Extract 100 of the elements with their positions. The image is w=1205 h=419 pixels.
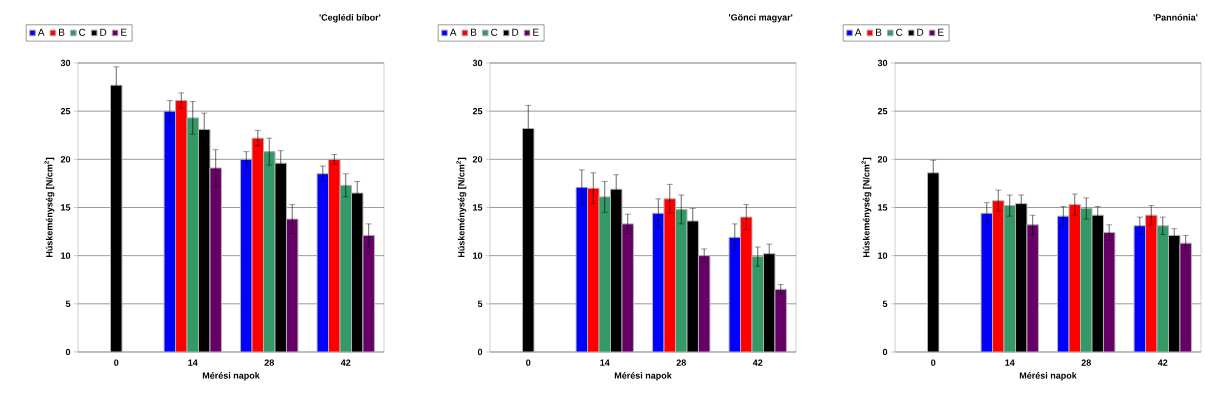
x-tick-label: 14 [600,359,610,366]
bar [697,255,711,352]
legend-label: C [896,28,903,36]
bar [263,151,276,352]
bar [1091,214,1104,352]
y-axis-title: Húskeménység [N/cm$^{2}$] [44,157,55,258]
bar [1133,225,1147,352]
bar [587,187,600,352]
bar [1014,203,1028,352]
bar [339,184,352,352]
bar [663,198,677,352]
bar [328,158,341,352]
bar [686,220,699,352]
x-tick-label: 42 [752,359,763,366]
bar [675,208,688,352]
legend-label: D [100,28,107,36]
y-tick-label: 25 [472,107,483,115]
bar [621,223,634,352]
bar [240,158,253,352]
bar [163,110,177,352]
legend-label: A [854,28,862,36]
y-tick-label: 5 [477,300,483,307]
bar [1167,234,1181,352]
y-tick-label: 30 [877,59,888,67]
bar [198,128,211,352]
y-tick-label: 15 [61,204,71,211]
y-tick-label: 15 [878,204,888,211]
y-tick-label: 30 [472,59,483,67]
x-tick-label: 28 [264,359,274,366]
bar [285,218,299,352]
y-axis-title: Húskeménység [N/cm$^{2}$] [456,157,467,258]
bar [1156,225,1169,352]
bar [992,200,1005,352]
legend-label: B [59,28,65,36]
bar [740,216,753,352]
bar [1003,205,1016,352]
y-tick-label: 10 [878,252,888,259]
bar [980,212,994,352]
y-tick-label: 30 [60,59,71,67]
legend-label: D [512,28,519,36]
y-tick-label: 15 [473,204,483,211]
x-tick-label: 42 [1157,359,1168,366]
bar [1179,242,1192,352]
y-tick-label: 10 [61,252,71,259]
legend-label: B [471,28,477,36]
bar [652,212,665,352]
y-tick-label: 20 [472,156,483,163]
x-axis-title: Mérési napok [614,372,672,381]
y-tick-label: 0 [882,348,888,356]
bar [1068,204,1082,352]
y-tick-label: 5 [882,300,888,307]
legend-label: D [917,28,924,36]
bar [209,167,222,352]
y-axis-title: Húskeménység [N/cm$^{2}$] [861,157,872,258]
bar [1080,207,1093,352]
legend-label: B [876,28,882,36]
bar [316,173,330,352]
x-tick-label: 0 [526,359,531,366]
bar [351,192,364,352]
bar [751,256,764,352]
chart-title: 'Ceglédi bíbor' [319,13,381,23]
legend-label: E [121,28,127,36]
bar [362,234,375,352]
bar [774,288,787,352]
x-axis-title: Mérési napok [202,372,260,381]
x-tick-label: 42 [340,359,351,366]
legend-label: C [79,28,86,36]
bar [728,236,742,352]
x-tick-label: 28 [1081,359,1091,366]
bar [186,117,199,352]
y-tick-label: 25 [60,107,71,115]
bar [1057,215,1070,352]
chart-title: 'Gönci magyar' [728,13,793,23]
y-tick-label: 5 [65,300,71,307]
x-tick-label: 0 [931,359,936,366]
bar [1026,224,1039,352]
bar [175,100,188,352]
y-tick-label: 20 [877,156,888,163]
bar [609,188,623,352]
chart-title: 'Pannónia' [1153,13,1198,21]
y-tick-label: 20 [60,156,71,163]
x-tick-label: 14 [1005,359,1015,366]
x-axis-title: Mérési napok [1019,372,1077,381]
bar [575,186,589,352]
y-tick-label: 0 [477,348,483,356]
bar [1145,214,1158,352]
legend-label: A [37,28,45,36]
bar [1102,232,1116,352]
bar [251,137,265,352]
x-tick-label: 0 [114,359,119,366]
x-tick-label: 14 [188,359,198,366]
y-tick-label: 0 [65,348,71,356]
x-tick-label: 28 [676,359,686,366]
y-tick-label: 25 [877,107,888,115]
legend-label: E [533,28,539,36]
y-tick-label: 10 [473,252,483,259]
legend-label: A [449,28,457,36]
bar [598,196,611,352]
legend-label: E [938,28,944,36]
legend-label: C [491,28,498,36]
